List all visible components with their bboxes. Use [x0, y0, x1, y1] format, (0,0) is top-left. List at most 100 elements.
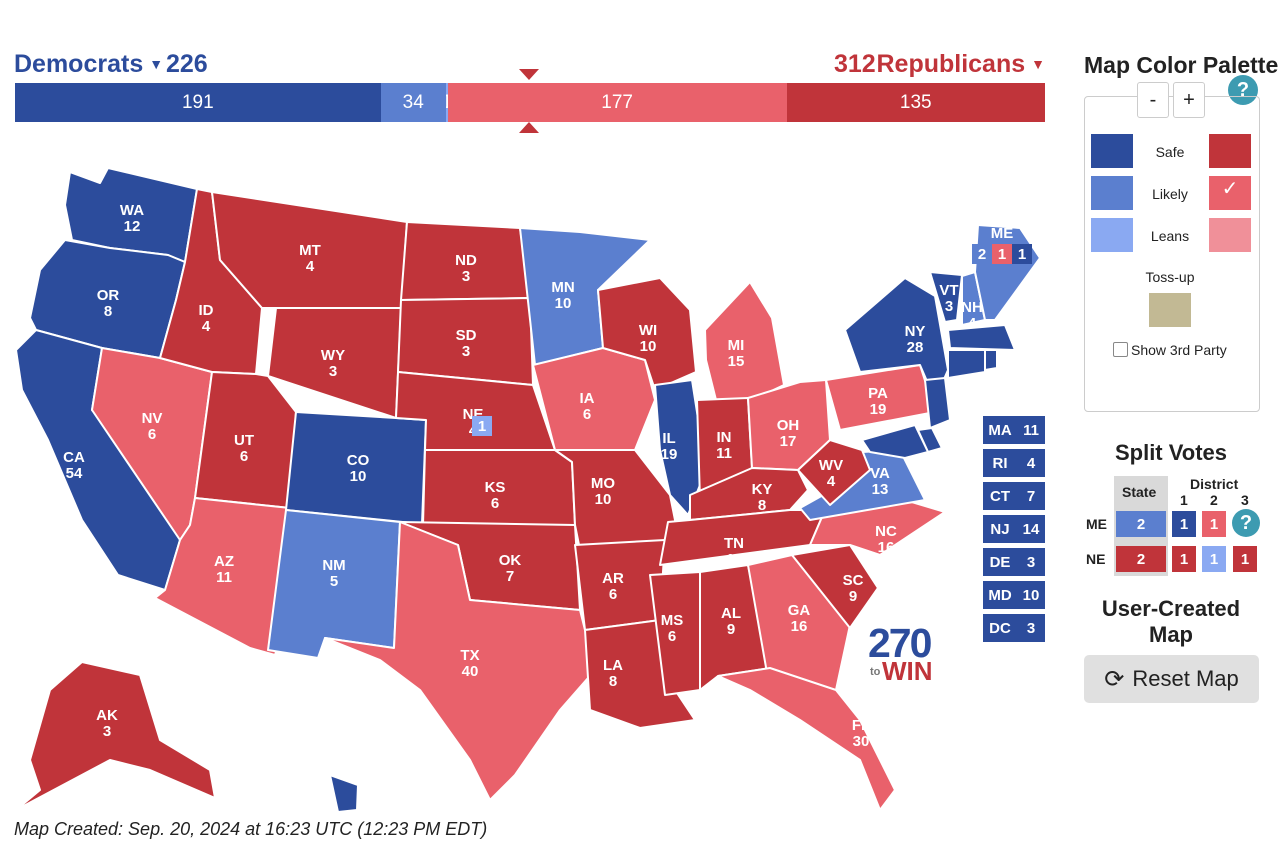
270-marker-bottom-icon — [519, 122, 539, 133]
small-state-ev: 11 — [1023, 421, 1039, 439]
chevron-down-icon: ▼ — [149, 56, 164, 72]
me-d2-cell[interactable]: 1 — [1202, 511, 1226, 537]
small-state-abbr: DE — [989, 553, 1011, 571]
state-hi[interactable] — [329, 774, 359, 813]
me-statewide-box[interactable] — [972, 244, 992, 264]
ne-state-cell[interactable]: 2 — [1116, 546, 1166, 572]
me-d1-cell[interactable]: 1 — [1172, 511, 1196, 537]
small-state-abbr: CT — [990, 487, 1010, 505]
tossup-label: Toss-up — [1145, 269, 1195, 285]
swatch-safe-d[interactable] — [1091, 134, 1133, 168]
ne-d3-cell[interactable]: 1 — [1233, 546, 1257, 572]
small-state-ev: 7 — [1026, 487, 1036, 505]
reset-map-button[interactable]: ⟳ Reset Map — [1084, 655, 1259, 703]
democrats-label: Democrats — [14, 50, 144, 78]
us-map: WA12OR8CA54NV6ID4MT4WY3UT6AZ11CO10NM5ND3… — [15, 167, 1041, 820]
state-co[interactable] — [285, 411, 427, 525]
swatch-safe-r[interactable] — [1209, 134, 1251, 168]
bar-segment-likely-d: 34 — [380, 83, 446, 122]
state-header: State — [1122, 484, 1157, 500]
ne-d1-cell[interactable]: 1 — [1172, 546, 1196, 572]
me-cd1-box[interactable] — [992, 244, 1012, 264]
small-state-ri[interactable]: RI 4 — [983, 449, 1045, 477]
logo-number: 270 — [868, 620, 932, 666]
palette-panel — [1084, 96, 1260, 412]
state-wv[interactable] — [797, 439, 871, 506]
state-il[interactable] — [654, 379, 707, 516]
state-ks[interactable] — [422, 449, 576, 526]
district-2-header: 2 — [1210, 492, 1218, 508]
swatch-tossup[interactable] — [1149, 293, 1191, 327]
democrats-total: 226 — [166, 50, 208, 78]
refresh-icon: ⟳ — [1104, 665, 1125, 693]
democrats-dropdown[interactable]: Democrats ▼ — [14, 50, 163, 79]
state-nm[interactable] — [267, 509, 401, 659]
bar-segment-safe-r: 135 — [786, 83, 1045, 122]
logo-win: WIN — [882, 656, 933, 686]
state-fl[interactable] — [717, 667, 896, 811]
small-state-ev: 4 — [1026, 454, 1036, 472]
electoral-vote-bar: 191341177135 — [15, 83, 1045, 122]
leans-label: Leans — [1150, 228, 1190, 244]
palette-help-icon[interactable]: ? — [1228, 75, 1258, 105]
third-party-label: Show 3rd Party — [1131, 342, 1227, 358]
state-nd[interactable] — [400, 221, 531, 301]
ne-cd2-box[interactable] — [472, 416, 492, 436]
ct-shape[interactable] — [947, 349, 986, 379]
district-3-header: 3 — [1241, 492, 1249, 508]
state-mi[interactable] — [704, 281, 785, 401]
me-state-cell[interactable]: 2 — [1116, 511, 1166, 537]
bar-segment-likely-r: 177 — [447, 83, 787, 122]
small-state-dc[interactable]: DC 3 — [983, 614, 1045, 642]
district-1-header: 1 — [1180, 492, 1188, 508]
split-votes-title: Split Votes — [1114, 440, 1228, 465]
chevron-down-icon: ▼ — [1031, 56, 1045, 72]
republicans-dropdown[interactable]: Republicans ▼ — [876, 50, 1045, 79]
state-ut[interactable] — [194, 371, 297, 509]
swatch-likely-r[interactable]: ✓ — [1209, 176, 1251, 210]
state-vt[interactable] — [929, 271, 963, 323]
state-sc[interactable] — [791, 544, 879, 629]
small-state-abbr: RI — [992, 454, 1008, 472]
state-me[interactable] — [974, 224, 1041, 321]
small-state-abbr: MA — [988, 421, 1012, 439]
zoom-in-button[interactable]: + — [1173, 82, 1205, 118]
small-state-md[interactable]: MD 10 — [983, 581, 1045, 609]
reset-map-label: Reset Map — [1132, 666, 1239, 691]
state-ia[interactable] — [532, 347, 656, 451]
ma-shape[interactable] — [947, 324, 1016, 351]
likely-label: Likely — [1152, 186, 1188, 202]
swatch-leans-d[interactable] — [1091, 218, 1133, 252]
small-state-abbr: NJ — [990, 520, 1010, 538]
me-cd2-box[interactable] — [1012, 244, 1032, 264]
state-wi[interactable] — [597, 277, 697, 391]
ri-shape[interactable] — [984, 349, 998, 371]
state-ak[interactable] — [15, 661, 216, 811]
republicans-total: 312 — [834, 50, 876, 78]
third-party-checkbox[interactable] — [1113, 342, 1128, 357]
small-state-de[interactable]: DE 3 — [983, 548, 1045, 576]
270towin-logo: 270 to WIN — [868, 620, 933, 686]
state-abbr-hi: HI — [311, 787, 326, 804]
me-row-label: ME — [1086, 516, 1107, 532]
small-state-ct[interactable]: CT 7 — [983, 482, 1045, 510]
palette-title: Map Color Palette — [1084, 52, 1279, 78]
270-marker-top-icon — [519, 69, 539, 80]
state-pa[interactable] — [825, 364, 936, 431]
small-state-ev: 3 — [1026, 553, 1036, 571]
small-state-ev: 3 — [1026, 619, 1036, 637]
small-state-nj[interactable]: NJ 14 — [983, 515, 1045, 543]
small-state-ev: 14 — [1022, 520, 1040, 538]
swatch-leans-r[interactable] — [1209, 218, 1251, 252]
split-help-icon[interactable]: ? — [1232, 509, 1260, 537]
small-state-ma[interactable]: MA 11 — [983, 416, 1045, 444]
state-tx[interactable] — [324, 521, 596, 801]
ne-d2-cell[interactable]: 1 — [1202, 546, 1226, 572]
check-icon: ✓ — [1221, 178, 1239, 200]
map-created-note: Map Created: Sep. 20, 2024 at 16:23 UTC … — [14, 819, 488, 839]
swatch-likely-d[interactable] — [1091, 176, 1133, 210]
md-shape[interactable] — [861, 424, 929, 459]
state-sd[interactable] — [397, 297, 534, 386]
zoom-out-button[interactable]: - — [1137, 82, 1169, 118]
nj-shape[interactable] — [924, 377, 951, 429]
